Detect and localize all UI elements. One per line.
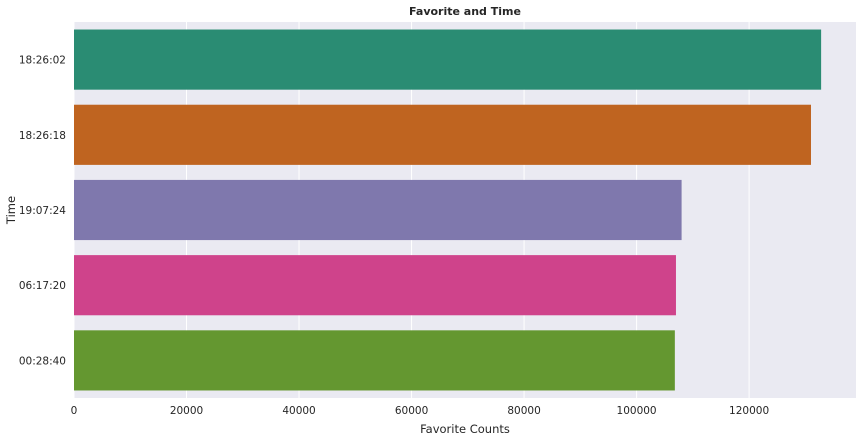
y-tick-label: 18:26:18 [19,130,66,142]
y-tick-label: 19:07:24 [19,205,66,217]
y-tick-label: 00:28:40 [19,355,66,367]
x-tick-label: 40000 [282,405,315,417]
bar [74,104,811,165]
x-tick-label: 100000 [617,405,657,417]
bar [74,179,682,241]
x-axis-label: Favorite Counts [420,422,510,436]
x-axis-ticks: 0 20000 40000 60000 80000 100000 120000 [71,405,769,417]
x-tick-label: 60000 [395,405,428,417]
y-axis-ticks: 18:26:02 18:26:18 19:07:24 06:17:20 00:28:40 [19,55,66,368]
y-tick-label: 18:26:02 [19,55,66,67]
bar [74,29,822,90]
y-tick-label: 06:17:20 [19,280,66,292]
y-axis-label: Time [4,196,18,225]
bars [74,29,822,391]
x-tick-label: 120000 [729,405,769,417]
x-tick-label: 0 [71,405,78,417]
chart-title: Favorite and Time [409,5,521,18]
x-tick-label: 80000 [507,405,540,417]
bar [74,255,676,316]
x-tick-label: 20000 [170,405,203,417]
bar [74,330,675,391]
